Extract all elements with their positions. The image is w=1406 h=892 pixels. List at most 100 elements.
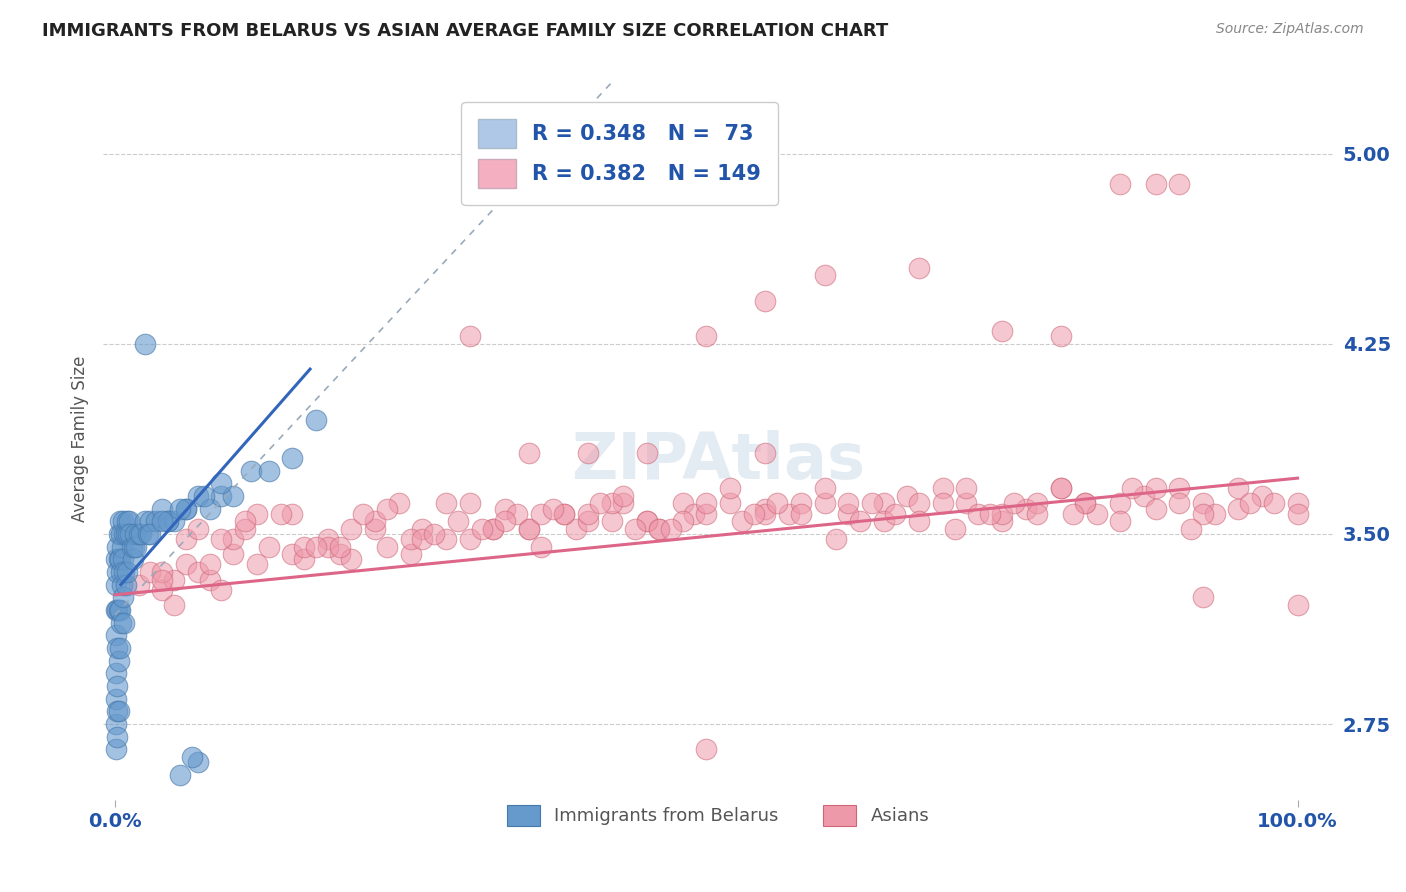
Point <box>600 496 623 510</box>
Point <box>105 641 128 656</box>
Point <box>105 742 128 756</box>
Point <box>1002 496 1025 510</box>
Point <box>157 514 180 528</box>
Point <box>1050 329 1073 343</box>
Point <box>766 496 789 510</box>
Point <box>388 496 411 510</box>
Point <box>375 501 398 516</box>
Point <box>187 755 209 769</box>
Point <box>636 446 658 460</box>
Point <box>659 522 682 536</box>
Point <box>112 514 135 528</box>
Point <box>108 514 131 528</box>
Point <box>117 527 139 541</box>
Point <box>860 496 883 510</box>
Point <box>1192 496 1215 510</box>
Point <box>246 507 269 521</box>
Point <box>1026 496 1049 510</box>
Point <box>209 532 232 546</box>
Point <box>695 507 717 521</box>
Point <box>967 507 990 521</box>
Point <box>112 615 135 630</box>
Point <box>612 489 634 503</box>
Point <box>849 514 872 528</box>
Point <box>105 717 128 731</box>
Point <box>145 514 167 528</box>
Point <box>434 496 457 510</box>
Point <box>754 446 776 460</box>
Point <box>1286 496 1309 510</box>
Point <box>576 446 599 460</box>
Point <box>458 532 481 546</box>
Point <box>111 540 134 554</box>
Point <box>411 532 433 546</box>
Point <box>517 522 540 536</box>
Point <box>932 481 955 495</box>
Point <box>530 540 553 554</box>
Point <box>908 496 931 510</box>
Point <box>114 527 136 541</box>
Point <box>884 507 907 521</box>
Point <box>636 514 658 528</box>
Point <box>778 507 800 521</box>
Point <box>1227 501 1250 516</box>
Point <box>979 507 1001 521</box>
Point <box>872 514 894 528</box>
Point <box>1050 481 1073 495</box>
Point <box>198 558 221 572</box>
Point <box>458 496 481 510</box>
Point <box>108 603 131 617</box>
Point <box>1204 507 1226 521</box>
Point <box>105 552 128 566</box>
Point <box>163 514 186 528</box>
Point <box>128 527 150 541</box>
Point <box>110 565 132 579</box>
Point <box>105 691 128 706</box>
Point <box>209 476 232 491</box>
Point <box>1109 496 1132 510</box>
Point <box>695 496 717 510</box>
Point <box>110 615 132 630</box>
Point <box>112 565 135 579</box>
Point <box>163 573 186 587</box>
Point <box>589 496 612 510</box>
Point <box>124 527 146 541</box>
Point <box>340 552 363 566</box>
Point <box>423 527 446 541</box>
Point <box>1168 177 1191 191</box>
Point <box>1286 598 1309 612</box>
Point <box>399 547 422 561</box>
Point <box>121 540 143 554</box>
Text: ZIPAtlas: ZIPAtlas <box>571 430 865 491</box>
Point <box>180 750 202 764</box>
Point <box>375 540 398 554</box>
Point <box>316 540 339 554</box>
Point <box>825 532 848 546</box>
Point <box>754 507 776 521</box>
Point <box>281 450 304 465</box>
Point <box>754 501 776 516</box>
Point <box>1263 496 1285 510</box>
Point <box>813 268 835 283</box>
Point <box>364 514 387 528</box>
Point <box>118 514 141 528</box>
Point <box>991 514 1014 528</box>
Point <box>482 522 505 536</box>
Point <box>813 481 835 495</box>
Point <box>671 514 693 528</box>
Point <box>943 522 966 536</box>
Point <box>257 463 280 477</box>
Point <box>1180 522 1202 536</box>
Point <box>754 293 776 308</box>
Point <box>411 522 433 536</box>
Point <box>110 527 132 541</box>
Point <box>908 514 931 528</box>
Point <box>139 514 162 528</box>
Point <box>122 540 145 554</box>
Point <box>129 527 152 541</box>
Point <box>837 496 859 510</box>
Point <box>121 552 143 566</box>
Point <box>163 598 186 612</box>
Point <box>150 565 173 579</box>
Point <box>305 540 328 554</box>
